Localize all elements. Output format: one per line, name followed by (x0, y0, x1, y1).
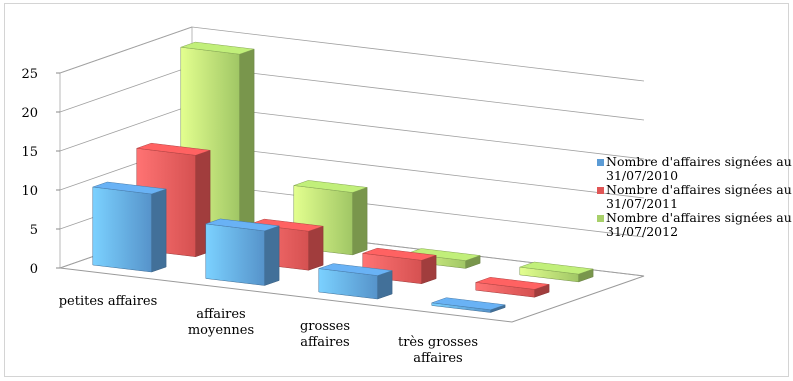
bar-front (92, 186, 152, 273)
legend-label: 31/07/2010 (606, 168, 679, 183)
legend-item: Nombre d'affaires signées au 31/07/2012 (597, 211, 793, 239)
legend: Nombre d'affaires signées au 31/07/2010 No… (597, 155, 793, 239)
bar-side (264, 225, 280, 286)
y-tick-label: 25 (21, 67, 38, 82)
gridline (59, 65, 645, 121)
y-tick-label: 15 (21, 145, 38, 160)
bar-top (92, 181, 167, 195)
gridline (59, 26, 645, 82)
y-tick-label: 0 (30, 262, 38, 277)
legend-label: 31/07/2011 (606, 196, 679, 211)
x-axis: petites affaires affaires moyennes grosses a… (59, 294, 478, 366)
legend-swatch (597, 159, 604, 166)
bar-top (362, 247, 437, 261)
x-tick-label: petites affaires (59, 294, 158, 309)
bar-top (205, 218, 280, 232)
legend-label: Nombre d'affaires signées au (606, 154, 792, 169)
bar-top (519, 261, 594, 275)
bar (318, 263, 393, 300)
legend-item: Nombre d'affaires signées au 31/07/2011 (597, 183, 793, 211)
bar-side (352, 187, 368, 256)
y-axis: 0 5 10 15 20 25 (21, 67, 60, 277)
bar (205, 218, 280, 286)
bar-top (293, 180, 368, 193)
bar-side (239, 48, 255, 242)
bar-top (136, 142, 211, 156)
y-tick-label: 20 (21, 106, 38, 121)
bar-top (406, 248, 481, 261)
legend-label: 31/07/2012 (606, 224, 679, 239)
bar (431, 297, 506, 313)
bar-top (318, 263, 393, 276)
legend-swatch (597, 215, 604, 222)
y-tick-label: 10 (21, 184, 38, 199)
bar-top (180, 41, 255, 55)
legend-item: Nombre d'affaires signées au 31/07/2010 (597, 155, 793, 183)
bar-top (431, 297, 506, 311)
legend-label: Nombre d'affaires signées au (606, 182, 792, 197)
bar (92, 181, 167, 273)
y-tick-label: 5 (30, 223, 38, 238)
bars (92, 41, 594, 313)
bar-side (308, 225, 324, 271)
bar-top (475, 277, 550, 290)
bar-side (151, 188, 167, 273)
legend-label: Nombre d'affaires signées au (606, 210, 792, 225)
x-tick-label: grosses affaires (300, 319, 350, 350)
legend-swatch (597, 187, 604, 194)
bar (475, 277, 550, 298)
x-tick-label: très grosses affaires (398, 335, 478, 366)
x-tick-label: affaires moyennes (188, 307, 254, 338)
bar (519, 261, 594, 283)
bar-front (205, 223, 265, 286)
bar-top (249, 218, 324, 232)
